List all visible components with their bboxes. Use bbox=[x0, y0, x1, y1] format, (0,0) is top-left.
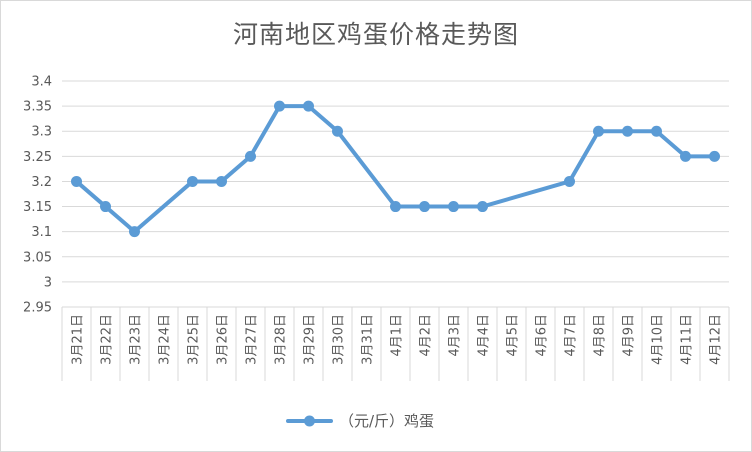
y-tick-label: 3.05 bbox=[23, 250, 52, 265]
gridlines bbox=[62, 80, 729, 308]
data-point-marker bbox=[651, 125, 662, 137]
y-tick-label: 3.15 bbox=[23, 200, 52, 215]
x-tick-label: 3月22日 bbox=[100, 314, 115, 365]
data-point-marker bbox=[71, 175, 82, 187]
data-point-marker bbox=[709, 150, 720, 162]
y-tick-label: 3.25 bbox=[23, 150, 52, 165]
x-tick-label: 3月24日 bbox=[158, 314, 173, 365]
x-axis-tick-labels: 3月21日 3月22日 3月23日 3月24日 3月25日 3月26日 3月27日 3月28日… bbox=[71, 314, 724, 365]
data-point-marker bbox=[477, 201, 488, 213]
x-tick-label: 4月9日 bbox=[622, 314, 637, 357]
x-tick-label: 3月29日 bbox=[303, 314, 318, 365]
x-tick-label: 3月30日 bbox=[332, 314, 347, 365]
x-tick-label: 4月3日 bbox=[448, 314, 463, 357]
x-tick-label: 4月12日 bbox=[709, 314, 724, 365]
data-point-marker bbox=[448, 201, 459, 213]
x-tick-label: 3月28日 bbox=[274, 314, 289, 365]
x-tick-label: 4月8日 bbox=[593, 314, 608, 357]
data-point-marker bbox=[216, 175, 227, 187]
x-tick-label: 4月1日 bbox=[390, 314, 405, 357]
legend-marker-swatch bbox=[304, 415, 315, 427]
series-line bbox=[74, 104, 717, 234]
data-point-marker bbox=[593, 125, 604, 137]
y-tick-label: 2.95 bbox=[23, 301, 52, 316]
x-tick-label: 4月11日 bbox=[680, 314, 695, 365]
data-point-marker bbox=[564, 175, 575, 187]
data-point-marker bbox=[332, 125, 343, 137]
x-tick-label: 3月26日 bbox=[216, 314, 231, 365]
y-tick-label: 3 bbox=[44, 275, 52, 290]
x-tick-label: 3月25日 bbox=[187, 314, 202, 365]
data-point-marker bbox=[129, 226, 140, 238]
y-tick-label: 3.35 bbox=[23, 100, 52, 115]
x-tick-label: 4月5日 bbox=[506, 314, 521, 357]
legend-label: （元/斤）鸡蛋 bbox=[339, 412, 434, 430]
data-point-marker bbox=[274, 100, 285, 112]
data-point-marker bbox=[622, 125, 633, 137]
y-tick-label: 3.1 bbox=[31, 225, 52, 240]
x-tick-label: 4月10日 bbox=[651, 314, 666, 365]
x-tick-label: 3月31日 bbox=[361, 314, 376, 365]
chart-title: 河南地区鸡蛋价格走势图 bbox=[232, 20, 519, 49]
x-tick-label: 4月4日 bbox=[477, 314, 492, 357]
data-point-marker bbox=[419, 201, 430, 213]
x-tick-label: 4月6日 bbox=[535, 314, 550, 357]
x-tick-label: 4月2日 bbox=[419, 314, 434, 357]
data-point-marker bbox=[303, 100, 314, 112]
series-layer bbox=[71, 100, 720, 238]
x-tick-label: 3月27日 bbox=[245, 314, 260, 365]
data-point-marker bbox=[245, 150, 256, 162]
data-point-marker bbox=[390, 201, 401, 213]
y-axis-tick-labels: 2.95 3 3.05 3.1 3.15 3.2 3.25 3.3 3.35 3.4 bbox=[23, 75, 52, 316]
data-point-marker bbox=[100, 201, 111, 213]
y-tick-label: 3.2 bbox=[31, 175, 52, 190]
x-tick-label: 3月21日 bbox=[71, 314, 86, 365]
data-point-marker bbox=[680, 150, 691, 162]
y-tick-label: 3.3 bbox=[31, 125, 52, 140]
x-tick-label: 4月7日 bbox=[564, 314, 579, 357]
y-tick-label: 3.4 bbox=[31, 75, 52, 90]
data-point-marker bbox=[187, 175, 198, 187]
x-category-dividers bbox=[61, 307, 730, 381]
x-tick-label: 3月23日 bbox=[129, 314, 144, 365]
legend: （元/斤）鸡蛋 bbox=[286, 412, 434, 430]
